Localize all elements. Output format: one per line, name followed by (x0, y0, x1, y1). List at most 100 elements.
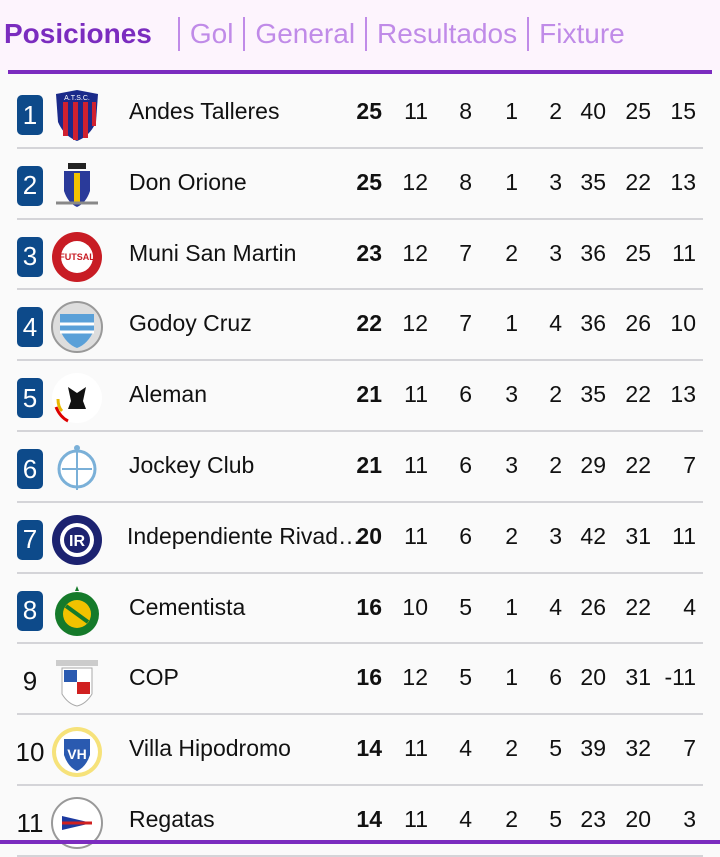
stat-e: 2 (505, 522, 518, 549)
team-name[interactable]: Aleman (129, 381, 207, 408)
team-name[interactable]: Godoy Cruz (129, 310, 252, 337)
row-divider (17, 713, 703, 716)
stat-gf: 36 (580, 310, 606, 337)
stat-g: 7 (459, 239, 472, 266)
position-badge: 10 (15, 736, 45, 767)
position-badge: 6 (17, 449, 43, 489)
row-divider (17, 854, 703, 857)
stat-e: 1 (505, 310, 518, 337)
bottom-border (0, 840, 720, 844)
table-row[interactable]: 6 Jockey Club 21 11 6 3 2 29 22 7 (0, 432, 720, 503)
stat-pts: 16 (356, 664, 382, 691)
table-row[interactable]: 3 FUTSAL Muni San Martin 23 12 7 2 3 36 25 11 (0, 220, 720, 291)
team-crest-icon (52, 373, 102, 424)
stat-p: 5 (549, 735, 562, 762)
table-row[interactable]: 10 VH Villa Hipodromo 14 11 4 2 5 39 32 7 (0, 715, 720, 786)
tab-separator (243, 17, 246, 51)
position-badge: 5 (17, 378, 43, 419)
position-badge: 7 (17, 519, 43, 560)
stat-pj: 11 (404, 452, 428, 478)
tab-bar: Posiciones Gol General Resultados Fixture (0, 0, 720, 70)
stat-gc: 31 (625, 664, 651, 691)
stat-pts: 25 (356, 98, 382, 124)
stat-pts: 21 (356, 381, 382, 408)
team-name[interactable]: Regatas (129, 806, 215, 832)
team-crest-icon: FUTSAL (52, 231, 102, 282)
team-name[interactable]: COP (129, 664, 179, 691)
row-divider (17, 500, 703, 503)
table-row[interactable]: 9 COP 16 12 5 1 6 20 31 -11 (0, 644, 720, 716)
tab-resultados[interactable]: Resultados (377, 18, 518, 49)
stat-dg: 10 (670, 310, 696, 337)
active-tab-indicator (8, 70, 712, 74)
table-row[interactable]: 1 A.T.S.C. Andes Talleres 25 11 8 1 2 40 25 15 (0, 78, 720, 149)
stat-p: 4 (549, 310, 562, 337)
row-divider (17, 642, 703, 645)
stat-pj: 12 (402, 168, 428, 195)
table-row[interactable]: 11 Regatas 14 11 4 2 5 23 20 3 (0, 786, 720, 857)
team-crest-icon (55, 585, 99, 636)
stat-gf: 40 (580, 98, 606, 124)
row-divider (17, 571, 703, 574)
team-name[interactable]: Independiente Rivadavia (127, 522, 361, 549)
stat-p: 2 (549, 98, 562, 124)
stat-e: 1 (505, 98, 518, 124)
tab-general[interactable]: General (255, 18, 356, 49)
team-crest-icon (56, 162, 98, 207)
team-name[interactable]: Villa Hipodromo (129, 735, 291, 762)
position-badge: 8 (17, 590, 43, 631)
stat-gc: 26 (625, 310, 651, 337)
stat-gf: 35 (580, 381, 606, 408)
team-crest-icon (56, 660, 98, 707)
stat-g: 4 (459, 806, 472, 832)
stat-g: 7 (459, 310, 472, 337)
team-crest-icon (51, 301, 103, 354)
team-name[interactable]: Andes Talleres (129, 98, 280, 124)
tab-posiciones[interactable]: Posiciones (4, 18, 152, 49)
row-divider (17, 359, 703, 362)
position-badge: 4 (17, 307, 43, 348)
stat-gf: 29 (580, 452, 606, 478)
position-badge: 1 (17, 95, 43, 135)
stat-pj: 12 (402, 310, 428, 337)
table-row[interactable]: 2 Don Orione 25 12 8 1 3 35 22 13 (0, 149, 720, 220)
table-row[interactable]: 4 Godoy Cruz 22 12 7 1 4 36 26 10 (0, 290, 720, 362)
stat-p: 3 (549, 522, 562, 549)
stat-gf: 35 (580, 168, 606, 195)
stat-g: 5 (459, 593, 472, 620)
stat-gc: 22 (625, 168, 651, 195)
stat-g: 8 (459, 98, 472, 124)
stat-p: 6 (549, 664, 562, 691)
table-row[interactable]: 8 Cementista 16 10 5 1 4 26 22 4 (0, 574, 720, 645)
stat-g: 8 (459, 168, 472, 195)
team-name[interactable]: Jockey Club (129, 452, 255, 478)
stat-gc: 32 (625, 735, 651, 762)
position-badge: 3 (17, 236, 43, 277)
stat-p: 2 (549, 381, 562, 408)
stat-dg: 15 (670, 98, 696, 124)
stat-pts: 23 (356, 239, 382, 266)
stat-gc: 22 (625, 452, 651, 478)
stat-gc: 25 (625, 239, 651, 266)
stat-gc: 25 (625, 98, 651, 124)
table-row[interactable]: 5 Aleman 21 11 6 3 2 35 22 13 (0, 361, 720, 432)
stat-pj: 11 (404, 381, 428, 408)
team-name[interactable]: Cementista (129, 593, 246, 620)
stat-pts: 25 (356, 168, 382, 195)
table-row[interactable]: 7 IR Independiente Rivadavia 20 11 6 2 3 42 31 11 (0, 503, 720, 574)
stat-e: 3 (505, 452, 518, 478)
team-crest-icon (57, 445, 97, 490)
tab-separator (365, 17, 368, 51)
team-name[interactable]: Don Orione (129, 168, 247, 195)
stat-pts: 16 (356, 593, 382, 620)
svg-text:FUTSAL: FUTSAL (59, 252, 95, 262)
team-name[interactable]: Muni San Martin (129, 239, 297, 266)
stat-e: 2 (505, 806, 518, 832)
tab-gol[interactable]: Gol (189, 18, 234, 49)
position-badge: 9 (22, 665, 38, 696)
stat-gf: 23 (580, 806, 606, 832)
stat-e: 1 (505, 593, 518, 620)
stat-pj: 11 (404, 806, 428, 832)
stat-gc: 20 (625, 806, 651, 832)
tab-fixture[interactable]: Fixture (539, 18, 625, 49)
